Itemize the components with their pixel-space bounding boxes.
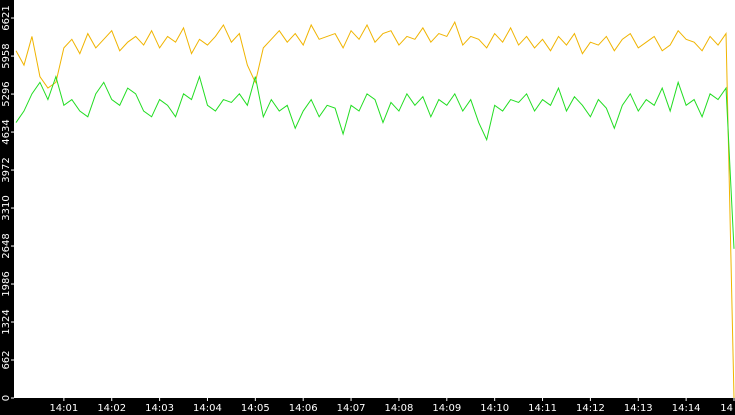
y-tick-label: 1324: [1, 309, 12, 334]
x-tick-label: 14:09: [432, 403, 461, 414]
x-tick-label: 14:10: [480, 403, 509, 414]
y-tick-label: 0: [1, 395, 12, 401]
y-tick-label: 2648: [1, 233, 12, 258]
x-tick-label: 14:11: [528, 403, 557, 414]
x-tick-label: 14:13: [624, 403, 653, 414]
y-tick-label: 5958: [1, 43, 12, 68]
y-tick-label: 3972: [1, 157, 12, 182]
x-tick-label: 14:14: [672, 403, 701, 414]
x-tick-label: 14:07: [337, 403, 366, 414]
y-tick-label: 6621: [1, 5, 12, 30]
x-tick-label: 14:12: [576, 403, 605, 414]
y-tick-label: 3310: [1, 195, 12, 220]
x-tick-label: 14:02: [97, 403, 126, 414]
x-tick-label: 14:03: [145, 403, 174, 414]
y-tick-label: 4634: [1, 119, 12, 144]
y-tick-label: 662: [1, 350, 12, 369]
series-line: [15, 20, 735, 399]
x-tick-label: 14: [720, 403, 733, 414]
x-tick-label: 14:01: [49, 403, 78, 414]
y-tick-label: 5296: [1, 81, 12, 106]
x-tick-label: 14:05: [241, 403, 270, 414]
y-tick-label: 1986: [1, 271, 12, 296]
x-tick-label: 14:08: [385, 403, 414, 414]
plot-area: [14, 0, 735, 398]
x-tick-label: 14:04: [193, 403, 222, 414]
series-line: [15, 74, 735, 249]
x-tick-label: 14:06: [289, 403, 318, 414]
